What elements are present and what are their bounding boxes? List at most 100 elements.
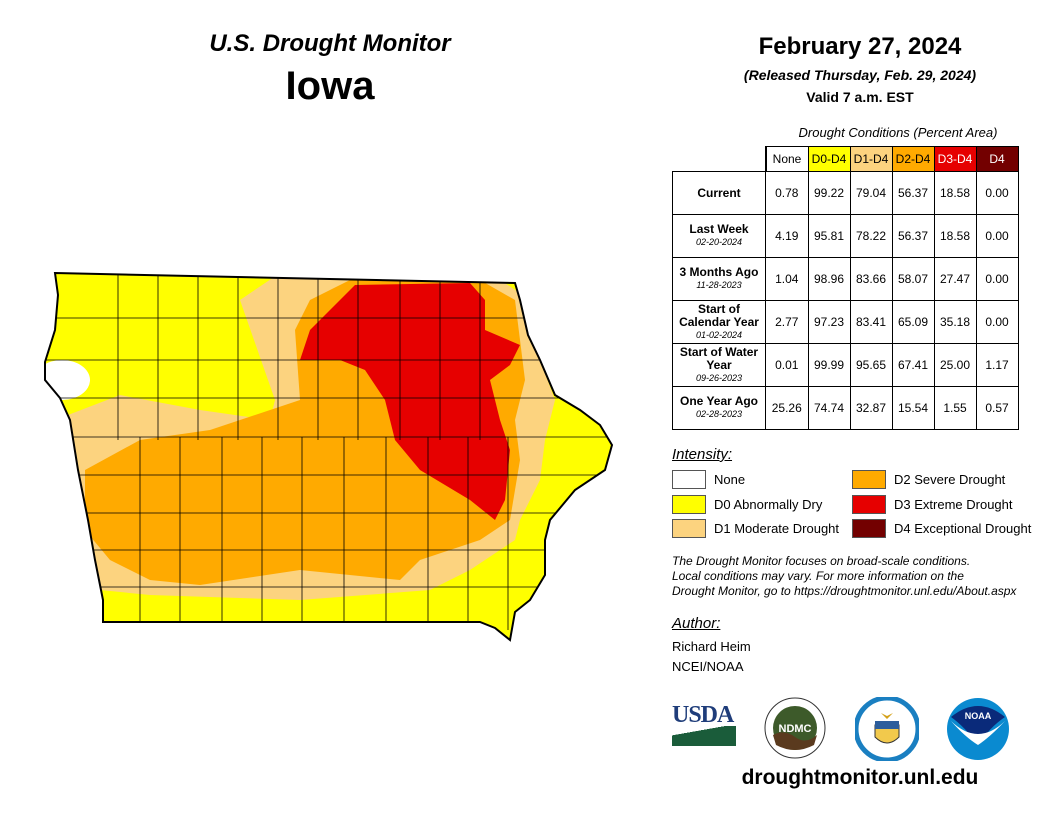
table-row: One Year Ago 02-28-2023 25.26 74.74 32.87 15.…: [672, 386, 1019, 430]
cell-value: 97.23: [807, 300, 851, 344]
cell-value: 25.00: [933, 343, 977, 387]
state-title: Iowa: [285, 64, 375, 108]
legend-swatch: [672, 519, 706, 538]
row-label: Last Week 02-20-2024: [672, 214, 766, 258]
row-date: 02-20-2024: [695, 237, 743, 247]
cell-value: 0.00: [975, 257, 1019, 301]
row-date: 01-02-2024: [695, 329, 743, 340]
table-row: Start of Calendar Year 01-02-2024 2.77 97.2…: [672, 300, 1019, 344]
website-url[interactable]: droughtmonitor.unl.edu: [741, 766, 979, 789]
ndmc-logo: NDMC: [764, 697, 826, 759]
cell-value: 95.65: [849, 343, 893, 387]
cell-value: 18.58: [933, 214, 977, 258]
row-label: Start of Calendar Year 01-02-2024: [672, 300, 766, 344]
legend-swatch: [672, 495, 706, 514]
col-d4: D4: [975, 146, 1019, 172]
legend-item: None: [672, 470, 745, 489]
col-d2: D2-D4: [891, 146, 935, 172]
cell-value: 15.54: [891, 386, 935, 430]
cell-value: 74.74: [807, 386, 851, 430]
legend-label: D1 Moderate Drought: [714, 521, 840, 536]
legend-swatch: [852, 470, 886, 489]
doc-seal-logo: [855, 697, 919, 761]
row-title: Start of Water Year: [679, 344, 759, 372]
cell-value: 27.47: [933, 257, 977, 301]
legend-title: Intensity:: [672, 446, 733, 463]
cell-value: 0.00: [975, 214, 1019, 258]
legend-label: D2 Severe Drought: [894, 472, 1006, 487]
product-title: U.S. Drought Monitor: [209, 30, 451, 57]
usda-logo: USDA: [672, 703, 736, 748]
cell-value: 32.87: [849, 386, 893, 430]
note-line: Drought Monitor, go to https://droughtmo…: [672, 584, 1017, 598]
col-d0: D0-D4: [807, 146, 851, 172]
table-row: Current 0.78 99.22 79.04 56.37 18.58 0.00: [672, 171, 1019, 215]
col-none: None: [765, 146, 809, 172]
legend-swatch: [672, 470, 706, 489]
cell-value: 0.57: [975, 386, 1019, 430]
legend-label: None: [714, 472, 746, 487]
legend-item: D2 Severe Drought: [852, 470, 1005, 489]
col-d1: D1-D4: [849, 146, 893, 172]
none-area: [45, 360, 90, 400]
table-row: 3 Months Ago 11-28-2023 1.04 98.96 83.66 58.0…: [672, 257, 1019, 301]
cell-value: 56.37: [891, 214, 935, 258]
note-line: The Drought Monitor focuses on broad-sca…: [672, 554, 971, 568]
valid-time: Valid 7 a.m. EST: [806, 89, 914, 105]
row-label: Start of Water Year 09-26-2023: [672, 343, 766, 387]
legend-item: D4 Exceptional Drought: [852, 519, 1031, 538]
cell-value: 56.37: [891, 171, 935, 215]
cell-value: 67.41: [891, 343, 935, 387]
legend-swatch: [852, 519, 886, 538]
cell-value: 79.04: [849, 171, 893, 215]
row-title: One Year Ago: [679, 394, 759, 408]
legend-label: D4 Exceptional Drought: [894, 521, 1032, 536]
d3-area: [300, 283, 520, 520]
legend-swatch: [852, 495, 886, 514]
cell-value: 99.99: [807, 343, 851, 387]
cell-value: 1.55: [933, 386, 977, 430]
cell-value: 83.66: [849, 257, 893, 301]
release-date: (Released Thursday, Feb. 29, 2024): [743, 67, 977, 83]
table-row: Last Week 02-20-2024 4.19 95.81 78.22 56.37 18…: [672, 214, 1019, 258]
cell-value: 0.00: [975, 300, 1019, 344]
cell-value: 1.17: [975, 343, 1019, 387]
legend-item: D1 Moderate Drought: [672, 519, 839, 538]
cell-value: 0.78: [765, 171, 809, 215]
cell-value: 4.19: [765, 214, 809, 258]
author-info: Richard Heim NCEI/NOAA: [672, 637, 751, 677]
row-label: One Year Ago 02-28-2023: [672, 386, 766, 430]
author-org: NCEI/NOAA: [672, 659, 744, 674]
note-line: Local conditions may vary. For more info…: [672, 569, 964, 583]
row-title: Current: [697, 185, 741, 200]
legend-item: D3 Extreme Drought: [852, 495, 1013, 514]
cell-value: 78.22: [849, 214, 893, 258]
map-date: February 27, 2024: [758, 33, 962, 60]
row-title: 3 Months Ago: [679, 265, 759, 279]
noaa-logo: NOAA: [947, 698, 1009, 760]
iowa-drought-map: [44, 272, 613, 641]
cell-value: 98.96: [807, 257, 851, 301]
row-date: 11-28-2023: [696, 280, 742, 290]
table-caption: Drought Conditions (Percent Area): [798, 125, 998, 140]
cell-value: 35.18: [933, 300, 977, 344]
cell-value: 99.22: [807, 171, 851, 215]
cell-value: 58.07: [891, 257, 935, 301]
legend-item: D0 Abnormally Dry: [672, 495, 822, 514]
cell-value: 0.01: [765, 343, 809, 387]
cell-value: 18.58: [933, 171, 977, 215]
disclaimer-note: The Drought Monitor focuses on broad-sca…: [672, 554, 1016, 599]
col-d3: D3-D4: [933, 146, 977, 172]
drought-conditions-table: None D0-D4 D1-D4 D2-D4 D3-D4 D4 Current 0…: [672, 146, 1019, 430]
author-title: Author:: [672, 615, 721, 632]
row-label: 3 Months Ago 11-28-2023: [672, 257, 766, 301]
cell-value: 65.09: [891, 300, 935, 344]
cell-value: 25.26: [765, 386, 809, 430]
cell-value: 83.41: [849, 300, 893, 344]
row-date: 02-28-2023: [695, 409, 743, 419]
cell-value: 2.77: [765, 300, 809, 344]
row-label: Current: [672, 171, 766, 215]
cell-value: 95.81: [807, 214, 851, 258]
row-title: Start of Calendar Year: [679, 301, 759, 329]
legend-label: D0 Abnormally Dry: [714, 497, 823, 512]
